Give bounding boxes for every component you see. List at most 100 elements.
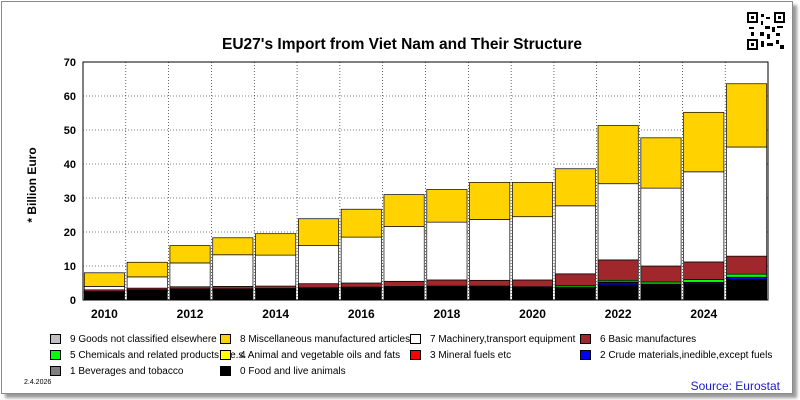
x-tick-label: 2016 — [348, 307, 375, 321]
bar-segment — [383, 280, 425, 287]
y-tick-label: 40 — [64, 159, 76, 171]
chart-frame: EU27's Import from Viet Nam and Their St… — [1, 1, 793, 394]
bar-segment — [554, 273, 596, 287]
legend-item: 9 Goods not classified elsewhere — [50, 332, 217, 346]
bar-segment — [512, 216, 554, 281]
bar-segment — [255, 289, 297, 301]
legend-item: 8 Miscellaneous manufactured articles — [220, 332, 410, 346]
bar-segment — [340, 236, 382, 284]
bar-segment — [683, 261, 725, 280]
bar-segment — [212, 290, 254, 301]
legend-item: 0 Food and live animals — [220, 364, 346, 378]
bar-segment — [126, 291, 168, 301]
bar-segment — [512, 182, 554, 218]
legend-item: 2 Crude materials,inedible,except fuels — [580, 348, 772, 362]
legend-item: 3 Mineral fuels etc — [410, 348, 511, 362]
bar-segment — [383, 288, 425, 301]
bar-segment — [426, 279, 468, 287]
x-tick-label: 2020 — [519, 307, 546, 321]
legend-item: 7 Machinery,transport equipment — [410, 332, 575, 346]
x-tick-label: 2024 — [690, 307, 717, 321]
legend-label: 5 Chemicals and related products,n.e.s. — [70, 349, 247, 361]
bar-segment — [169, 245, 211, 264]
y-tick-label: 10 — [64, 261, 76, 273]
bar-segment — [640, 137, 682, 189]
bar-segment — [726, 273, 768, 278]
y-tick-label: 0 — [70, 295, 76, 307]
bar-segment — [383, 194, 425, 227]
bar-segment — [597, 259, 639, 281]
bar-segment — [554, 168, 596, 207]
bar-segment — [426, 287, 468, 301]
y-tick-label: 30 — [64, 193, 76, 205]
bar-segment — [83, 286, 125, 291]
bar-segment — [169, 262, 211, 288]
bar-segment — [383, 226, 425, 282]
x-tick-label: 2010 — [91, 307, 118, 321]
plot-border — [82, 61, 769, 301]
bar-segment — [726, 255, 768, 275]
bar-segment — [512, 288, 554, 301]
bar-segment — [297, 283, 339, 289]
bar-segment — [469, 182, 511, 220]
bar-segment — [469, 279, 511, 287]
date-stamp: 2.4.2026 — [24, 379, 52, 386]
bar-segment — [83, 292, 125, 301]
legend-label: 6 Basic manufactures — [600, 333, 697, 345]
x-tick-label: 2018 — [434, 307, 461, 321]
bar-segment — [640, 285, 682, 301]
legend-label: 3 Mineral fuels etc — [430, 349, 512, 361]
bar-segment — [255, 233, 297, 256]
bar-segment — [469, 219, 511, 281]
legend-swatch — [410, 350, 421, 360]
legend-label: 7 Machinery,transport equipment — [430, 333, 576, 345]
x-tick-label: 2022 — [605, 307, 632, 321]
bar-segment — [726, 146, 768, 257]
legend-swatch — [50, 350, 61, 360]
legend-label: 4 Animal and vegetable oils and fats — [240, 349, 401, 361]
legend-label: 8 Miscellaneous manufactured articles — [240, 333, 411, 345]
source-label: Source: Eurostat — [690, 379, 780, 393]
bar-segment — [255, 285, 297, 289]
bar-segment — [597, 183, 639, 261]
bar-segment — [683, 171, 725, 263]
bar-segment — [126, 276, 168, 289]
chart-canvas: EU27's Import from Viet Nam and Their St… — [25, 36, 769, 321]
legend-item: 5 Chemicals and related products,n.e.s. — [50, 348, 246, 362]
bar-segment — [255, 254, 297, 287]
bar-segment — [726, 83, 768, 148]
bar-segment — [126, 261, 168, 278]
legend-label: 0 Food and live animals — [240, 365, 346, 377]
bar-segment — [297, 245, 339, 285]
x-tick-label: 2014 — [262, 307, 289, 321]
bar-segment — [726, 279, 768, 301]
legend-item: 4 Animal and vegetable oils and fats — [220, 348, 400, 362]
bar-segment — [426, 189, 468, 223]
bar-segment — [469, 287, 511, 301]
bar-segment — [683, 279, 725, 283]
bar-segment — [640, 265, 682, 283]
bar-segment — [297, 218, 339, 246]
bar-segment — [212, 286, 254, 290]
legend-swatch — [220, 366, 231, 376]
bar-segment — [340, 208, 382, 238]
legend-swatch — [50, 334, 61, 344]
bar-segment — [297, 289, 339, 301]
y-axis-label: * Billion Euro — [25, 147, 39, 222]
bar-segment — [683, 284, 725, 301]
bar-segment — [212, 254, 254, 287]
bar-segment — [683, 111, 725, 173]
legend-swatch — [410, 334, 421, 344]
legend-item: 1 Beverages and tobacco — [50, 364, 183, 378]
y-tick-label: 20 — [64, 227, 76, 239]
bar-segment — [83, 272, 125, 287]
bar-segment — [554, 288, 596, 301]
legend-swatch — [580, 334, 591, 344]
legend-swatch — [220, 350, 231, 360]
legend-label: 1 Beverages and tobacco — [70, 365, 184, 377]
legend-label: 2 Crude materials,inedible,except fuels — [600, 349, 773, 361]
bar-segment — [597, 125, 639, 185]
legend-swatch — [580, 350, 591, 360]
bar-segment — [554, 205, 596, 275]
qr-code-icon — [747, 12, 785, 55]
